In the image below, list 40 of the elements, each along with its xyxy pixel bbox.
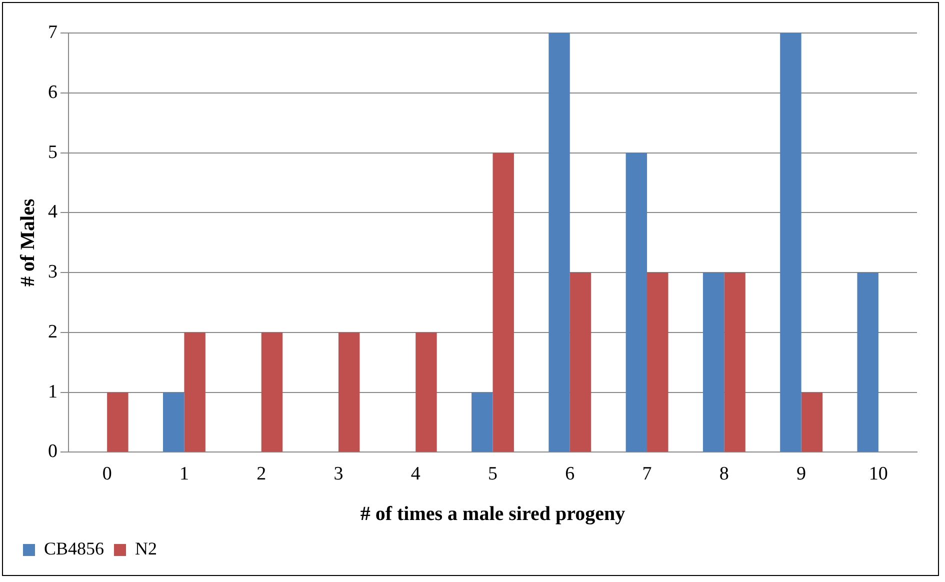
bar [472,392,493,452]
x-tick-label: 0 [102,464,112,485]
bar [724,272,746,452]
legend-label: CB4856 [44,538,104,559]
bar [338,332,360,452]
x-tick-label: 5 [488,464,498,485]
bar [548,33,570,452]
bar [184,332,206,452]
y-tick-label: 7 [48,22,58,43]
x-tick-label: 1 [179,464,189,485]
y-tick-label: 6 [48,82,58,103]
y-tick-label: 3 [48,262,58,283]
x-tick-label: 6 [565,464,575,485]
x-axis-title: # of times a male sired progeny [360,503,626,526]
x-tick-label: 7 [642,464,652,485]
bar [261,332,283,452]
bar [702,272,724,452]
y-tick-label: 4 [48,202,58,223]
x-tick-label: 8 [719,464,729,485]
y-tick-label: 0 [48,441,58,462]
bar [626,152,648,452]
x-tick-label: 10 [868,464,888,485]
y-tick-label: 1 [48,381,58,402]
y-axis-title: # of Males [17,198,40,286]
y-tick-label: 2 [48,321,58,342]
legend-label: N2 [135,538,158,559]
bar [492,152,514,452]
x-tick-label: 2 [256,464,266,485]
x-tick-label: 3 [334,464,344,485]
bar [857,272,878,452]
x-tick-label: 9 [796,464,806,485]
bar [416,332,437,452]
bar [107,392,128,452]
bar [570,272,592,452]
bar [162,392,184,452]
bar [647,272,668,452]
bar [780,33,802,452]
x-tick-label: 4 [410,464,421,485]
bar [801,392,823,452]
y-tick-label: 5 [48,142,58,163]
